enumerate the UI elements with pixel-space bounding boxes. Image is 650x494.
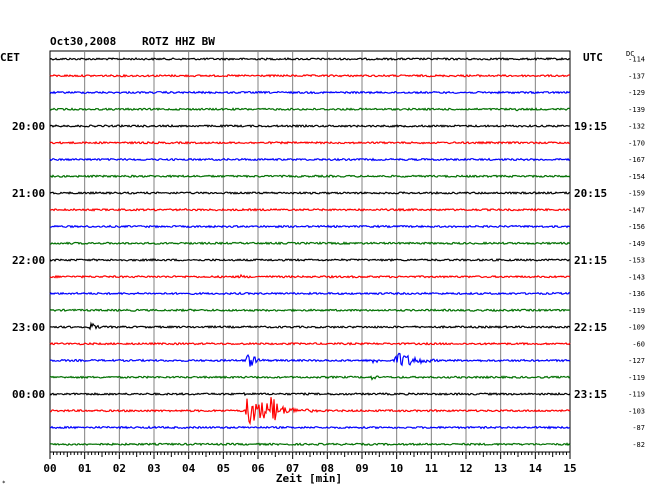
x-tick-label: 03 xyxy=(147,462,160,475)
utc-hour-label: 23:15 xyxy=(574,388,607,401)
dc-offset-value: -137 xyxy=(628,72,645,80)
trace-line xyxy=(50,241,571,246)
x-tick-label: 01 xyxy=(78,462,92,475)
trace-line xyxy=(49,291,571,296)
dc-offset-value: -156 xyxy=(628,223,645,231)
trace-line xyxy=(49,392,571,397)
dc-offset-value: -170 xyxy=(628,139,645,147)
trace-line xyxy=(49,352,571,367)
utc-hour-label: 19:15 xyxy=(574,120,607,133)
x-tick-label: 05 xyxy=(217,462,230,475)
plot-frame xyxy=(49,50,571,453)
utc-hour-label: 22:15 xyxy=(574,321,607,334)
trace-line xyxy=(50,224,571,229)
dc-offset-value: -143 xyxy=(628,273,645,281)
x-tick-label: 12 xyxy=(459,462,472,475)
trace-line xyxy=(49,174,571,179)
x-tick-label: 10 xyxy=(390,462,403,475)
trace-line xyxy=(49,308,571,313)
cet-hour-label: 21:00 xyxy=(12,187,45,200)
dc-offset-labels: -114 -137 -129 -139 -132 -170 -167 -154 -159 -147… xyxy=(628,56,645,449)
trace-line xyxy=(49,73,570,78)
trace-line xyxy=(49,321,571,331)
dc-offset-value: -87 xyxy=(632,424,645,432)
dc-offset-value: -153 xyxy=(628,257,645,265)
dc-offset-value: -127 xyxy=(628,357,645,365)
dc-offset-value: -136 xyxy=(628,290,645,298)
cet-hour-label: 23:00 xyxy=(12,321,45,334)
dc-offset-value: -109 xyxy=(628,324,645,332)
x-axis-label: Zeit [min] xyxy=(276,472,342,485)
x-tick-label: 13 xyxy=(494,462,507,475)
utc-label: UTC xyxy=(583,51,603,64)
x-tick-label: 04 xyxy=(182,462,196,475)
station-label: ROTZ HHZ BW xyxy=(142,35,215,48)
cet-hour-label: 20:00 xyxy=(12,120,45,133)
trace-line xyxy=(49,258,571,263)
trace-line xyxy=(49,341,571,346)
hour-labels: 20:00 19:15 21:00 20:15 22:00 21:15 23:00 22:15… xyxy=(12,120,607,401)
dc-offset-value: -154 xyxy=(628,173,645,181)
dc-offset-value: -159 xyxy=(628,190,645,198)
dc-offset-value: -167 xyxy=(628,156,645,164)
dc-offset-value: -60 xyxy=(632,340,645,348)
x-tick-label: 06 xyxy=(251,462,265,475)
trace-line xyxy=(49,207,571,212)
utc-hour-label: 20:15 xyxy=(574,187,607,200)
trace-line xyxy=(49,57,571,61)
x-tick-label: 00 xyxy=(43,462,56,475)
trace-line xyxy=(49,375,571,381)
cet-label: CET xyxy=(0,51,20,64)
x-tick-label: 09 xyxy=(355,462,368,475)
trace-line xyxy=(49,107,571,112)
x-tick-label: 07 xyxy=(286,462,299,475)
dc-label: DC xyxy=(626,50,634,58)
dc-offset-value: -149 xyxy=(628,240,645,248)
dc-offset-value: -132 xyxy=(628,123,645,131)
trace-line xyxy=(49,273,571,279)
x-tick-label: 11 xyxy=(425,462,439,475)
trace-line xyxy=(50,425,571,430)
date-label: Oct30,2008 xyxy=(50,35,116,48)
time-grid xyxy=(49,50,571,453)
seismic-traces xyxy=(49,57,571,447)
trace-line xyxy=(49,157,571,162)
x-tick-label: 08 xyxy=(321,462,334,475)
dc-offset-value: -139 xyxy=(628,106,645,114)
trace-line xyxy=(49,442,571,447)
dc-offset-value: -114 xyxy=(628,56,645,64)
x-tick-label: 14 xyxy=(529,462,543,475)
trace-line xyxy=(49,90,571,95)
cet-hour-label: 22:00 xyxy=(12,254,45,267)
x-tick-label: 15 xyxy=(563,462,576,475)
x-tick-label: 02 xyxy=(113,462,126,475)
trace-line xyxy=(49,190,571,196)
trace-line xyxy=(49,140,571,145)
dc-offset-value: -82 xyxy=(632,441,645,449)
trace-line xyxy=(49,397,571,426)
dc-offset-value: -147 xyxy=(628,206,645,214)
dc-offset-value: -119 xyxy=(628,307,645,315)
utc-hour-label: 21:15 xyxy=(574,254,607,267)
dc-offset-value: -103 xyxy=(628,407,645,415)
cet-hour-label: 00:00 xyxy=(12,388,45,401)
dc-offset-value: -119 xyxy=(628,374,645,382)
x-axis: 00 01 02 03 04 05 06 07 08 09 10 11 12 13 14 15 xyxy=(43,452,577,475)
trace-line xyxy=(49,123,571,129)
corner-mark: * xyxy=(2,480,6,487)
dc-offset-value: -129 xyxy=(628,89,645,97)
dc-offset-value: -119 xyxy=(628,391,645,399)
